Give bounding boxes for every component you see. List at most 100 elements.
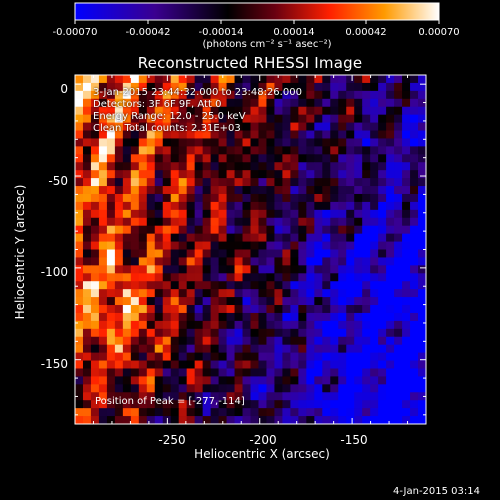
heatmap-cell <box>378 217 387 227</box>
heatmap-cell <box>186 352 196 362</box>
heatmap-cell <box>354 225 363 235</box>
heatmap-cell <box>154 344 164 354</box>
heatmap-cell <box>90 320 100 330</box>
heatmap-cell <box>226 75 236 84</box>
heatmap-cell <box>330 416 339 425</box>
heatmap-cell <box>402 392 411 401</box>
heatmap-cell <box>418 106 427 116</box>
heatmap-cell <box>138 360 148 369</box>
heatmap-cell <box>98 265 108 274</box>
heatmap-cell <box>338 98 347 108</box>
heatmap-cell <box>282 273 291 282</box>
heatmap-cell <box>314 336 323 346</box>
heatmap-cell <box>330 273 339 282</box>
heatmap-cell <box>298 130 307 139</box>
heatmap-cell <box>146 376 156 385</box>
heatmap-cell <box>170 75 180 84</box>
heatmap-cell <box>106 297 116 306</box>
heatmap-cell <box>106 305 116 314</box>
heatmap-cell <box>82 336 92 346</box>
heatmap-cell <box>418 328 427 338</box>
heatmap-cell <box>82 154 92 163</box>
heatmap-cell <box>210 106 220 116</box>
heatmap-cell <box>218 320 228 330</box>
heatmap-cell <box>210 130 220 139</box>
heatmap-cell <box>274 352 283 362</box>
heatmap-cell <box>90 209 100 219</box>
heatmap-cell <box>386 75 395 84</box>
heatmap-cell <box>386 106 395 116</box>
heatmap-cell <box>130 98 140 108</box>
heatmap-cell <box>186 241 196 250</box>
heatmap-cell <box>290 249 299 258</box>
heatmap-cell <box>218 193 228 203</box>
heatmap-cell <box>82 217 92 227</box>
heatmap-cell <box>386 416 395 425</box>
heatmap-cell <box>98 162 108 171</box>
heatmap-cell <box>282 90 291 100</box>
heatmap-cell <box>274 400 283 409</box>
heatmap-cell <box>226 233 236 243</box>
heatmap-cell <box>90 225 100 235</box>
heatmap-cell <box>170 178 180 187</box>
heatmap-cell <box>394 233 403 243</box>
heatmap-cell <box>75 312 84 322</box>
heatmap-cell <box>162 297 172 306</box>
heatmap-cell <box>138 376 148 385</box>
heatmap-cell <box>362 233 371 243</box>
heatmap-cell <box>290 344 299 354</box>
heatmap-cell <box>298 368 307 377</box>
heatmap-cell <box>170 360 180 369</box>
heatmap-cell <box>346 90 355 100</box>
heatmap-cell <box>290 360 299 369</box>
heatmap-cell <box>362 225 371 235</box>
heatmap-cell <box>346 193 355 203</box>
heatmap-cell <box>314 384 323 393</box>
heatmap-cell <box>266 98 275 108</box>
heatmap-cell <box>98 352 108 362</box>
heatmap-cell <box>258 98 267 108</box>
y-axis-label: Heliocentric Y (arcsec) <box>13 184 27 320</box>
heatmap-cell <box>410 312 419 322</box>
heatmap-cell <box>90 305 100 314</box>
heatmap-cell <box>290 98 299 108</box>
heatmap-cell <box>98 408 108 417</box>
heatmap-cell <box>354 281 363 290</box>
heatmap-cell <box>378 273 387 282</box>
heatmap-cell <box>202 209 212 219</box>
heatmap-cell <box>130 122 140 132</box>
heatmap-cell <box>346 312 355 322</box>
heatmap-cell <box>322 352 331 362</box>
heatmap-cell <box>98 344 108 354</box>
heatmap-cell <box>138 90 148 100</box>
heatmap-cell <box>330 178 339 187</box>
heatmap-cell <box>250 98 259 108</box>
heatmap-cell <box>314 368 323 377</box>
heatmap-cell <box>178 233 188 243</box>
heatmap-cell <box>362 265 371 274</box>
heatmap-cell <box>194 312 204 322</box>
heatmap-cell <box>186 328 196 338</box>
heatmap-cell <box>162 281 172 290</box>
heatmap-cell <box>402 130 411 139</box>
heatmap-cell <box>282 106 291 116</box>
heatmap-cell <box>282 368 291 377</box>
heatmap-cell <box>122 352 132 362</box>
heatmap-cell <box>138 289 148 298</box>
heatmap-cell <box>162 98 172 108</box>
heatmap-cell <box>186 281 196 290</box>
heatmap-cell <box>122 289 132 298</box>
heatmap-cell <box>266 122 275 132</box>
heatmap-cell <box>322 209 331 219</box>
heatmap-cell <box>250 408 259 417</box>
heatmap-cell <box>194 170 204 179</box>
heatmap-cell <box>194 193 204 203</box>
heatmap-cell <box>330 265 339 274</box>
heatmap-cell <box>90 146 100 155</box>
heatmap-cell <box>98 217 108 227</box>
heatmap-cell <box>402 249 411 258</box>
heatmap-cell <box>226 154 236 163</box>
heatmap-cell <box>154 106 164 116</box>
heatmap-cell <box>346 225 355 235</box>
heatmap-cell <box>186 416 196 425</box>
